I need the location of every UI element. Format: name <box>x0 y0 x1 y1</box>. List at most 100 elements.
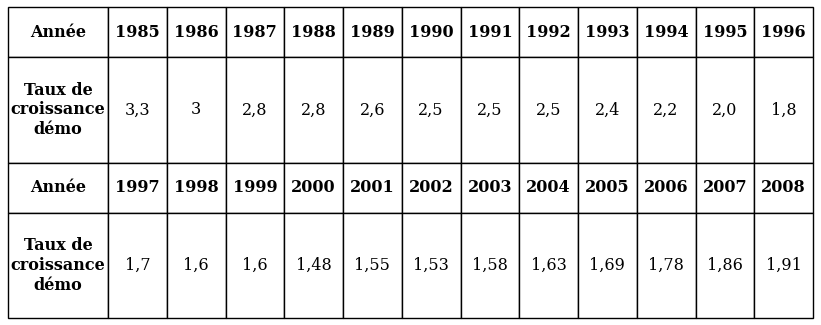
Bar <box>226 57 284 162</box>
Bar <box>8 213 108 318</box>
Bar <box>108 57 167 162</box>
Text: 2,5: 2,5 <box>419 101 444 118</box>
Text: 2001: 2001 <box>350 179 395 196</box>
Bar <box>695 162 754 213</box>
Text: 1,48: 1,48 <box>296 257 332 274</box>
Bar <box>637 162 695 213</box>
Bar <box>226 7 284 57</box>
Bar <box>461 7 519 57</box>
Text: 1991: 1991 <box>467 24 512 41</box>
Text: 2,6: 2,6 <box>360 101 385 118</box>
Text: 2,2: 2,2 <box>654 101 679 118</box>
Text: 1,69: 1,69 <box>589 257 626 274</box>
Text: 2008: 2008 <box>761 179 806 196</box>
Text: Année: Année <box>30 24 86 41</box>
Bar <box>461 213 519 318</box>
Text: 2,0: 2,0 <box>712 101 737 118</box>
Text: 1996: 1996 <box>761 24 806 41</box>
Text: 2,8: 2,8 <box>300 101 327 118</box>
Text: 2003: 2003 <box>468 179 512 196</box>
Bar <box>343 162 401 213</box>
Text: 1990: 1990 <box>409 24 453 41</box>
Bar <box>226 213 284 318</box>
Text: 1,78: 1,78 <box>649 257 684 274</box>
Text: Année: Année <box>30 179 86 196</box>
Bar <box>637 7 695 57</box>
Text: 1,63: 1,63 <box>530 257 566 274</box>
Bar <box>519 162 578 213</box>
Bar <box>284 57 343 162</box>
Bar <box>519 7 578 57</box>
Text: 1988: 1988 <box>291 24 336 41</box>
Bar <box>8 57 108 162</box>
Text: 2000: 2000 <box>291 179 336 196</box>
Bar <box>108 213 167 318</box>
Text: 1,91: 1,91 <box>766 257 801 274</box>
Bar <box>343 7 401 57</box>
Bar <box>754 213 813 318</box>
Text: 1992: 1992 <box>526 24 571 41</box>
Text: 1,8: 1,8 <box>771 101 796 118</box>
Text: Taux de
croissance
démo: Taux de croissance démo <box>11 237 105 293</box>
Bar <box>519 57 578 162</box>
Text: 1,6: 1,6 <box>242 257 268 274</box>
Bar <box>108 7 167 57</box>
Bar <box>343 213 401 318</box>
Bar <box>578 213 637 318</box>
Text: 1995: 1995 <box>703 24 747 41</box>
Bar <box>754 57 813 162</box>
Text: 2002: 2002 <box>409 179 453 196</box>
Text: 1998: 1998 <box>174 179 218 196</box>
Text: 1993: 1993 <box>585 24 630 41</box>
Bar <box>754 7 813 57</box>
Text: 2005: 2005 <box>585 179 630 196</box>
Bar <box>578 7 637 57</box>
Text: 1994: 1994 <box>644 24 689 41</box>
Text: 1987: 1987 <box>232 24 277 41</box>
Bar <box>401 162 461 213</box>
Bar <box>401 213 461 318</box>
Text: 2006: 2006 <box>644 179 689 196</box>
Text: 1,55: 1,55 <box>355 257 390 274</box>
Bar <box>401 57 461 162</box>
Text: 1999: 1999 <box>232 179 277 196</box>
Text: 1985: 1985 <box>115 24 160 41</box>
Text: 2007: 2007 <box>703 179 747 196</box>
Bar <box>167 213 226 318</box>
Bar <box>8 7 108 57</box>
Bar <box>578 162 637 213</box>
Bar <box>284 162 343 213</box>
Text: 1,6: 1,6 <box>183 257 209 274</box>
Text: 1,58: 1,58 <box>472 257 508 274</box>
Bar <box>695 7 754 57</box>
Text: Taux de
croissance
démo: Taux de croissance démo <box>11 82 105 138</box>
Text: 3,3: 3,3 <box>125 101 150 118</box>
Text: 1989: 1989 <box>350 24 395 41</box>
Bar <box>519 213 578 318</box>
Bar <box>284 213 343 318</box>
Bar <box>167 7 226 57</box>
Text: 1,53: 1,53 <box>413 257 449 274</box>
Text: 1,7: 1,7 <box>125 257 150 274</box>
Bar <box>578 57 637 162</box>
Text: 2,5: 2,5 <box>536 101 562 118</box>
Bar <box>637 213 695 318</box>
Bar <box>8 162 108 213</box>
Bar <box>108 162 167 213</box>
Bar <box>461 162 519 213</box>
Bar <box>167 162 226 213</box>
Bar <box>637 57 695 162</box>
Text: 1986: 1986 <box>174 24 218 41</box>
Bar <box>461 57 519 162</box>
Text: 2,4: 2,4 <box>594 101 620 118</box>
Bar <box>695 213 754 318</box>
Text: 1,86: 1,86 <box>707 257 743 274</box>
Text: 3: 3 <box>191 101 201 118</box>
Text: 1997: 1997 <box>115 179 160 196</box>
Bar <box>695 57 754 162</box>
Bar <box>167 57 226 162</box>
Bar <box>226 162 284 213</box>
Bar <box>343 57 401 162</box>
Text: 2004: 2004 <box>526 179 571 196</box>
Bar <box>401 7 461 57</box>
